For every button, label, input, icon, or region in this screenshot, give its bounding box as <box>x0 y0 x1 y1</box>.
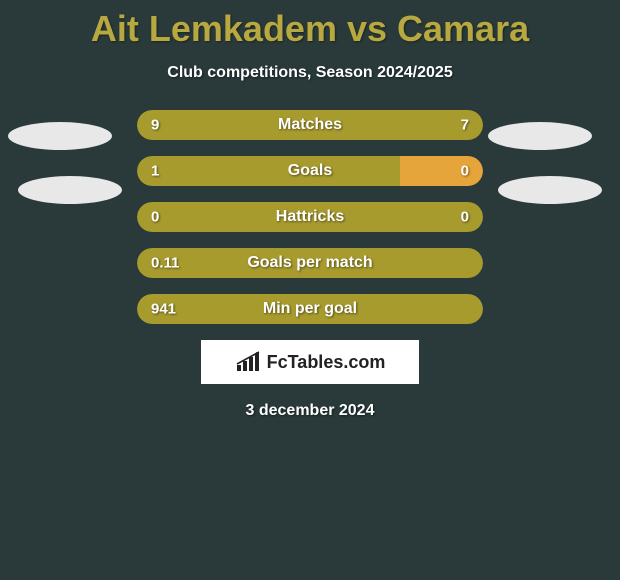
stat-value-left: 941 <box>151 301 176 318</box>
stat-row: 0 0 Hattricks <box>137 202 483 232</box>
decorative-ellipse <box>18 176 122 204</box>
bar-chart-icon <box>235 351 263 373</box>
source-logo: FcTables.com <box>201 340 419 384</box>
decorative-ellipse <box>8 122 112 150</box>
bar-right <box>400 156 483 186</box>
bar-left <box>137 156 400 186</box>
stat-value-left: 9 <box>151 117 159 134</box>
stat-row: 1 0 Goals <box>137 156 483 186</box>
stat-value-right: 7 <box>461 117 469 134</box>
decorative-ellipse <box>488 122 592 150</box>
stat-value-left: 1 <box>151 163 159 180</box>
stat-value-left: 0 <box>151 209 159 226</box>
stat-value-right: 0 <box>461 209 469 226</box>
date-label: 3 december 2024 <box>0 402 620 420</box>
decorative-ellipse <box>498 176 602 204</box>
stat-label: Goals per match <box>247 254 372 272</box>
stat-row: 941 Min per goal <box>137 294 483 324</box>
stat-row: 0.11 Goals per match <box>137 248 483 278</box>
stat-label: Min per goal <box>263 300 357 318</box>
page-title: Ait Lemkadem vs Camara <box>0 0 620 50</box>
stat-label: Matches <box>278 116 342 134</box>
stat-row: 9 7 Matches <box>137 110 483 140</box>
stat-label: Goals <box>288 162 332 180</box>
stat-value-right: 0 <box>461 163 469 180</box>
subtitle: Club competitions, Season 2024/2025 <box>0 64 620 82</box>
stat-value-left: 0.11 <box>151 255 179 272</box>
logo-text: FcTables.com <box>267 352 386 373</box>
stat-label: Hattricks <box>276 208 344 226</box>
